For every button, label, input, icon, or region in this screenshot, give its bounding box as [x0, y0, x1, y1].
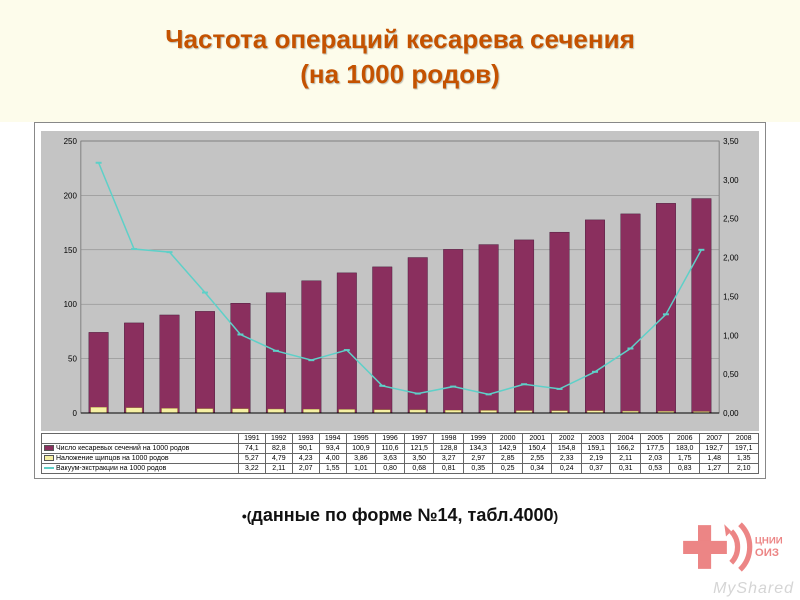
svg-text:ОИЗ: ОИЗ: [755, 547, 779, 559]
title-line-1: Частота операций кесарева сечения: [165, 24, 635, 54]
svg-text:200: 200: [64, 192, 78, 201]
svg-text:250: 250: [64, 137, 78, 146]
svg-text:ЦНИИ: ЦНИИ: [755, 536, 783, 547]
svg-text:100: 100: [64, 300, 78, 309]
svg-text:0,50: 0,50: [723, 370, 739, 379]
svg-text:0: 0: [72, 409, 77, 418]
svg-text:0,00: 0,00: [723, 409, 739, 418]
svg-text:1,50: 1,50: [723, 293, 739, 302]
svg-text:2,00: 2,00: [723, 254, 739, 263]
watermark: MyShared: [713, 580, 794, 598]
logo-cnii-oiz: ЦНИИ ОИЗ: [678, 512, 788, 582]
chart-container: 0 50 100 150 200 250 0,00 0,50 1,00 1,50 2,00 2,50 3…: [34, 122, 766, 479]
chart-plot: 0 50 100 150 200 250 0,00 0,50 1,00 1,50 2,00 2,50 3…: [41, 131, 759, 431]
svg-text:150: 150: [64, 246, 78, 255]
svg-text:50: 50: [68, 355, 77, 364]
svg-text:3,00: 3,00: [723, 176, 739, 185]
title-line-2: (на 1000 родов): [300, 59, 500, 89]
svg-text:3,50: 3,50: [723, 137, 739, 146]
data-table: 1991199219931994199519961997199819992000…: [41, 433, 759, 474]
svg-text:2,50: 2,50: [723, 215, 739, 224]
svg-text:1,00: 1,00: [723, 331, 739, 340]
footer-text: данные по форме №14, табл.4000: [251, 505, 553, 525]
